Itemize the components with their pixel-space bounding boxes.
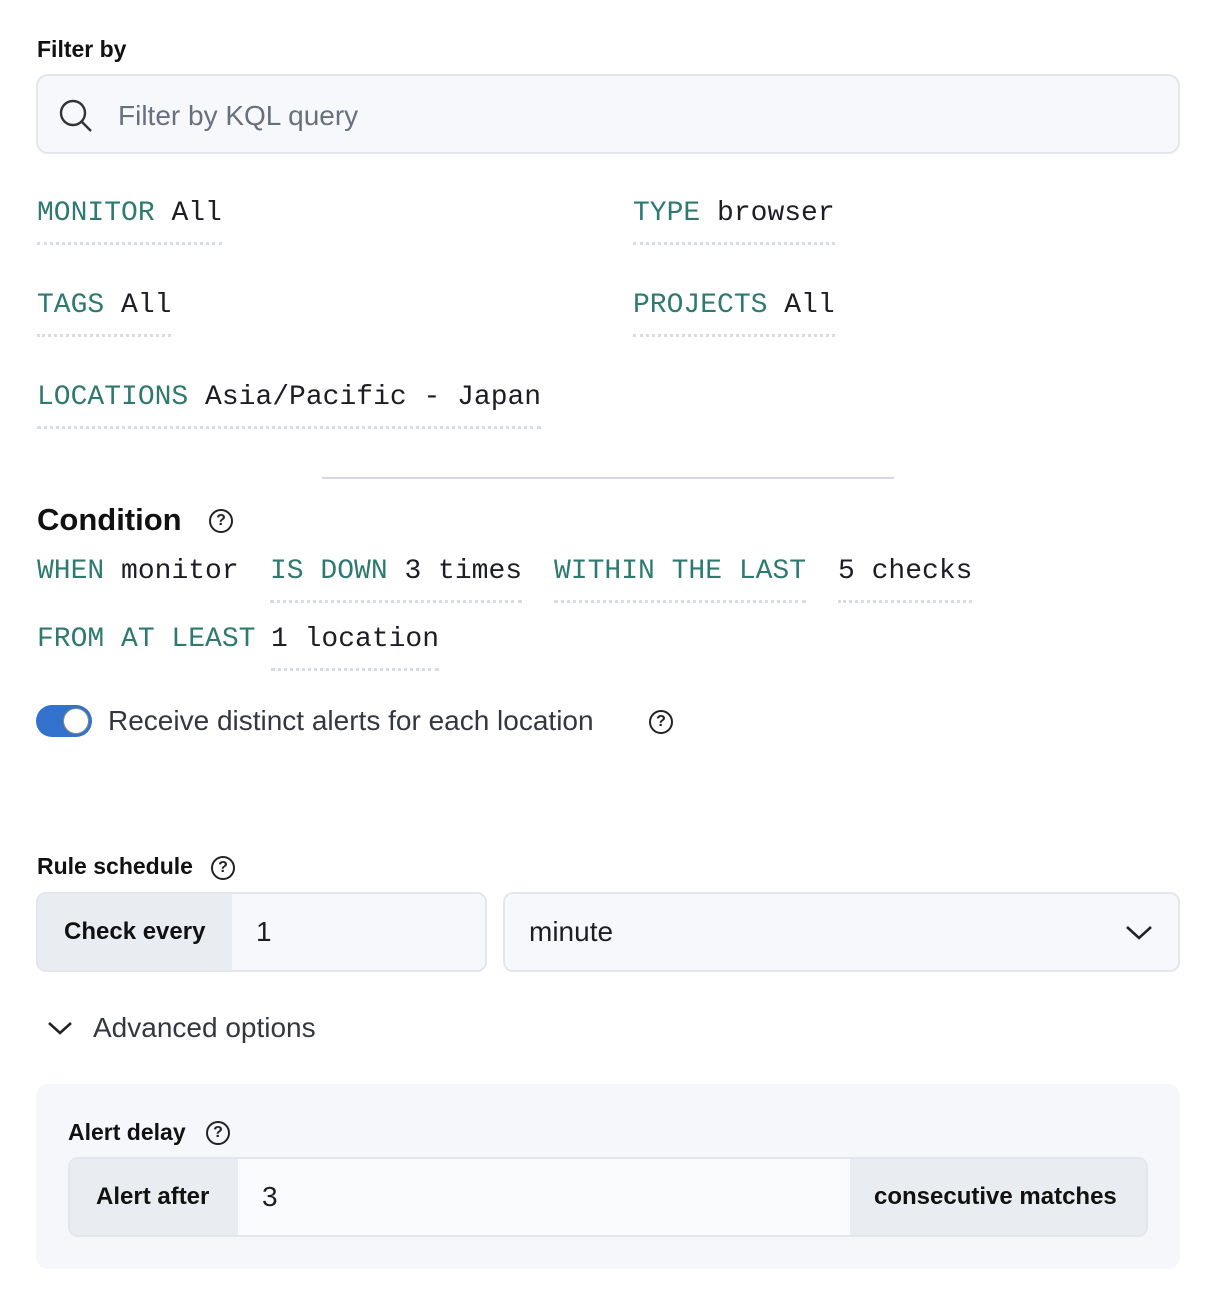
chevron-down-icon	[1126, 926, 1152, 940]
advanced-options-panel: Alert delay ? Alert after 3 consecutive …	[36, 1084, 1180, 1269]
location-count-expression[interactable]: 1 location	[271, 624, 440, 671]
locations-value: Asia/Pacific - Japan	[205, 382, 542, 413]
is-down-key: IS DOWN	[270, 556, 388, 587]
is-down-expression[interactable]: IS DOWN 3 times	[270, 556, 523, 603]
type-key: TYPE	[633, 198, 701, 229]
alert-after-input[interactable]: 3	[262, 1181, 278, 1212]
from-key: FROM AT LEAST	[37, 624, 256, 655]
alert-delay-title: Alert delay	[68, 1119, 186, 1145]
check-every-prepend: Check every	[38, 894, 232, 970]
condition-title: Condition	[37, 502, 182, 537]
unit-value: minute	[529, 916, 614, 947]
search-placeholder: Filter by KQL query	[118, 100, 359, 131]
tags-filter[interactable]: TAGS All	[37, 290, 172, 337]
advanced-options-toggle[interactable]: Advanced options	[46, 1012, 316, 1044]
projects-value: All	[784, 290, 835, 321]
help-icon[interactable]: ?	[206, 1121, 230, 1145]
help-icon[interactable]: ?	[649, 710, 673, 734]
check-every-field: Check every 1	[36, 892, 487, 972]
checks-expression[interactable]: 5 checks	[838, 556, 973, 603]
projects-key: PROJECTS	[633, 290, 768, 321]
search-icon	[59, 99, 92, 132]
advanced-options-label: Advanced options	[93, 1012, 316, 1043]
tags-key: TAGS	[37, 290, 105, 321]
alert-after-prepend: Alert after	[70, 1159, 238, 1235]
consecutive-matches-append: consecutive matches	[850, 1159, 1146, 1235]
within-key: WITHIN THE LAST	[554, 556, 807, 587]
chevron-down-icon	[48, 1022, 72, 1035]
monitor-key: MONITOR	[37, 198, 155, 229]
type-value: browser	[717, 198, 835, 229]
help-icon[interactable]: ?	[211, 856, 235, 880]
locations-key: LOCATIONS	[37, 382, 189, 413]
within-value: 5 checks	[838, 556, 973, 587]
filter-label: Filter by	[37, 36, 127, 62]
when-value: monitor	[121, 556, 239, 587]
tags-value: All	[121, 290, 172, 321]
help-icon[interactable]: ?	[209, 509, 233, 533]
locations-filter[interactable]: LOCATIONS Asia/Pacific - Japan	[37, 382, 542, 429]
alert-after-field: Alert after 3 consecutive matches	[68, 1157, 1148, 1237]
divider	[322, 477, 894, 479]
monitor-filter[interactable]: MONITOR All	[37, 198, 222, 245]
toggle-label: Receive distinct alerts for each locatio…	[108, 705, 594, 736]
interval-unit-select[interactable]: minute	[503, 892, 1180, 972]
type-filter[interactable]: TYPE browser	[633, 198, 835, 245]
projects-filter[interactable]: PROJECTS All	[633, 290, 835, 337]
rule-schedule-title: Rule schedule	[37, 853, 193, 879]
within-expression[interactable]: WITHIN THE LAST	[554, 556, 807, 603]
kql-search-field[interactable]: Filter by KQL query	[36, 74, 1180, 154]
is-down-value: 3 times	[404, 556, 523, 587]
monitor-value: All	[171, 198, 222, 229]
interval-input[interactable]: 1	[256, 916, 272, 947]
distinct-alerts-toggle[interactable]	[36, 705, 92, 737]
when-monitor: WHEN monitor	[37, 556, 239, 603]
from-value: 1 location	[271, 624, 440, 655]
when-key: WHEN	[37, 556, 105, 587]
